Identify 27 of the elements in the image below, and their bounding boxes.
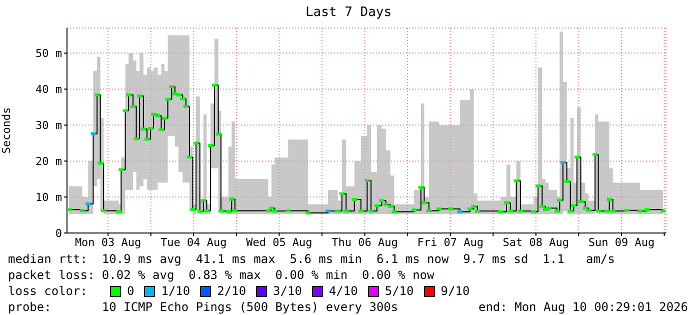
y-tick-label: 30 m	[36, 119, 62, 132]
y-tick-label: 20 m	[36, 154, 62, 168]
x-tick-label: Wed 05 Aug	[246, 236, 312, 249]
legend-title: loss color:	[8, 284, 88, 298]
y-tick-label: 50 m	[36, 47, 62, 60]
y-tick-label: 0	[55, 226, 62, 240]
legend-label: 4/10	[328, 284, 358, 298]
legend-label: 1/10	[161, 284, 190, 298]
text: end: Mon Aug 10 00:29:01 2026	[478, 300, 688, 315]
legend-label: 0	[127, 284, 134, 298]
x-tick-label: Mon 03 Aug	[74, 236, 142, 249]
y-axis-title: Seconds	[0, 107, 13, 154]
x-tick-label: Thu 06 Aug	[332, 236, 398, 249]
legend-label: 9/10	[440, 284, 470, 298]
x-tick-label: Sat 08 Aug	[502, 236, 570, 249]
y-tick-label: 10 m	[36, 190, 62, 204]
x-tick-label: Fri 07 Aug	[417, 236, 484, 249]
text: packet loss: 0.02 % avg 0.83 % max 0.00 % min 0.00 % now	[8, 268, 436, 284]
x-tick-label: Sun 09 Aug	[588, 236, 655, 249]
text: median rtt: 10.9 ms avg 41.1 ms max 5.6 ms min 6.1 ms now 9.7 ms sd 1.1 am/s	[8, 252, 616, 268]
legend-label: 3/10	[273, 284, 302, 298]
y-tick-label: 40 m	[36, 83, 62, 96]
legend-label: 5/10	[384, 284, 414, 298]
text: probe: 10 ICMP Echo Pings (500 Bytes) every 300s	[8, 300, 398, 315]
x-tick-label: Tue 04 Aug	[160, 236, 227, 249]
chart-title: Last 7 Days	[304, 5, 393, 20]
legend-label: 2/10	[217, 284, 246, 298]
